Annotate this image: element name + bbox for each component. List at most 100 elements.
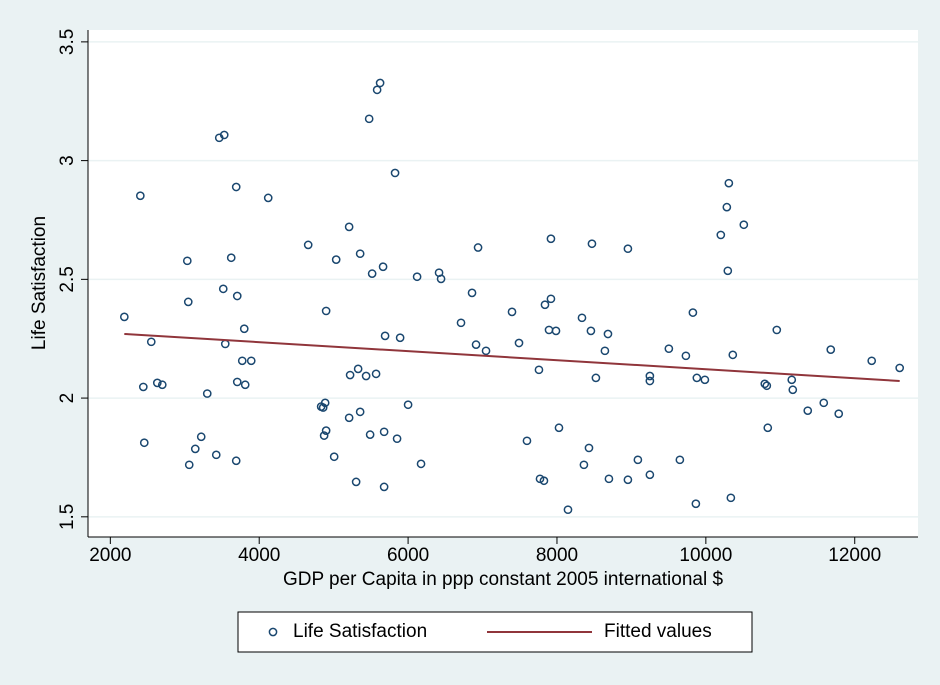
scatter-point — [344, 222, 354, 232]
y-axis-title: Life Satisfaction — [29, 216, 50, 350]
scatter-point — [361, 371, 371, 381]
scatter-point — [184, 460, 194, 470]
scatter-point — [604, 474, 614, 484]
scatter-point — [788, 385, 798, 395]
scatter-point — [481, 346, 491, 356]
scatter-point — [226, 253, 236, 263]
scatter-point — [551, 326, 561, 336]
y-tick-label: 1.5 — [57, 504, 78, 530]
scatter-point — [246, 356, 256, 366]
scatter-point — [412, 272, 422, 282]
scatter-point — [724, 178, 734, 188]
scatter-point — [364, 114, 374, 124]
scatter-point — [577, 313, 587, 323]
scatter-point — [183, 297, 193, 307]
scatter-point — [688, 308, 698, 317]
scatter-point — [834, 409, 844, 419]
scatter-point — [367, 269, 377, 278]
scatter-point — [467, 288, 477, 298]
scatter-point — [546, 234, 556, 244]
scatter-point — [202, 389, 212, 398]
scatter-point — [587, 239, 597, 249]
scatter-point — [723, 266, 733, 276]
scatter-point — [623, 475, 633, 485]
scatter-point — [895, 363, 905, 373]
legend-label: Life Satisfaction — [293, 621, 427, 642]
scatter-point — [263, 193, 273, 203]
scatter-point — [473, 243, 483, 252]
scatter-point — [584, 443, 594, 453]
scatter-point — [138, 382, 148, 392]
scatter-point — [456, 318, 466, 328]
scatter-point — [826, 345, 836, 354]
scatter-point — [146, 337, 156, 347]
scatter-point — [392, 434, 402, 444]
scatter-point — [379, 427, 389, 437]
scatter-point — [681, 351, 691, 361]
scatter-point — [664, 344, 674, 354]
scatter-point — [554, 423, 564, 433]
x-tick-label: 6000 — [387, 545, 429, 566]
scatter-point — [318, 403, 328, 412]
scatter-point — [763, 423, 773, 433]
scatter-point — [321, 306, 331, 316]
scatter-point — [787, 375, 797, 385]
scatter-point — [231, 182, 241, 192]
scatter-point — [319, 431, 329, 440]
scatter-point — [344, 413, 354, 423]
scatter-point — [232, 291, 242, 301]
scatter-point — [600, 346, 610, 356]
scatter-point — [534, 365, 544, 375]
scatter-point — [700, 375, 710, 385]
scatter-point — [675, 455, 685, 465]
scatter-point — [645, 470, 655, 480]
scatter-point — [645, 376, 655, 386]
scatter-point — [355, 407, 365, 417]
scatter-point — [623, 244, 633, 254]
scatter-point — [139, 438, 149, 448]
scatter-point — [403, 400, 413, 410]
scatter-point — [692, 373, 702, 383]
scatter-point — [365, 430, 375, 440]
scatter-point — [722, 202, 732, 212]
scatter-point — [351, 477, 361, 487]
x-tick-label: 12000 — [828, 545, 881, 566]
x-tick-label: 2000 — [89, 545, 131, 566]
y-tick-label: 3.5 — [57, 29, 78, 55]
scatter-point — [182, 256, 192, 266]
x-axis-title: GDP per Capita in ppp constant 2005 inte… — [283, 569, 724, 590]
y-tick-label: 2.5 — [57, 266, 78, 292]
scatter-point — [540, 300, 550, 310]
scatter-point — [471, 340, 481, 349]
scatter-point — [237, 356, 247, 366]
scatter-point — [353, 364, 363, 374]
scatter-point — [219, 130, 229, 140]
scatter-point — [522, 436, 532, 446]
scatter-point — [329, 452, 339, 462]
scatter-point — [507, 307, 517, 317]
scatter-point — [762, 381, 772, 391]
scatter-point — [372, 85, 382, 95]
scatter-point — [190, 444, 200, 454]
scatter-point — [355, 249, 365, 259]
scatter-point — [321, 426, 331, 435]
legend-marker — [268, 627, 278, 637]
scatter-point — [152, 378, 162, 388]
scatter-point — [378, 262, 388, 272]
scatter-point — [546, 294, 556, 304]
scatter-point — [331, 255, 341, 264]
scatter-point — [231, 456, 241, 466]
scatter-point — [232, 377, 242, 387]
scatter-point — [416, 459, 426, 469]
x-tick-label: 8000 — [536, 545, 578, 566]
scatter-point — [303, 240, 313, 250]
scatter-point — [380, 331, 390, 341]
x-tick-label: 4000 — [238, 545, 280, 566]
scatter-point — [320, 398, 330, 408]
scatter-point — [218, 284, 228, 294]
y-tick-label: 2 — [57, 393, 78, 404]
scatter-point — [726, 493, 736, 503]
scatter-point — [375, 78, 385, 88]
y-tick-label: 3 — [57, 155, 78, 166]
